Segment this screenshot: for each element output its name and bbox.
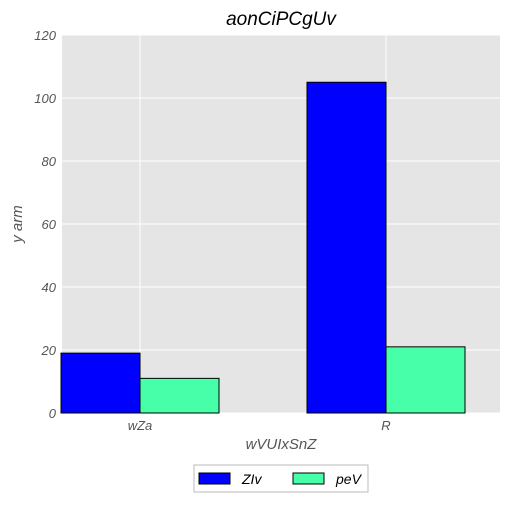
y-tick-label: 40 [42,280,57,295]
legend-swatch [198,472,231,485]
y-tick-label: 0 [49,406,57,421]
y-axis-label: y arm [9,205,26,244]
y-tick-label: 120 [34,28,56,43]
y-tick-label: 20 [41,343,57,358]
bar-peV-wZa [139,377,220,414]
y-tick-label: 80 [42,154,57,169]
x-axis-label: wVUIxSnZ [246,436,318,453]
y-tick-label: 100 [34,91,56,106]
legend-label: peV [335,471,363,487]
x-tick-label: R [381,418,390,433]
bars [60,81,466,414]
bar-ZIv-wZa [60,352,141,414]
x-tick-labels: wZa R [128,418,391,433]
chart-title: aonCiPCgUv [226,9,337,30]
legend-swatch [292,472,325,485]
y-tick-label: 60 [42,217,57,232]
legend-label: ZIv [241,471,262,487]
bar-ZIv-R [306,81,387,414]
y-tick-labels: 0 20 40 60 80 100 120 [34,28,56,421]
x-tick-label: wZa [128,418,153,433]
bar-peV-R [385,346,466,414]
legend: ZIv peV [193,464,369,493]
